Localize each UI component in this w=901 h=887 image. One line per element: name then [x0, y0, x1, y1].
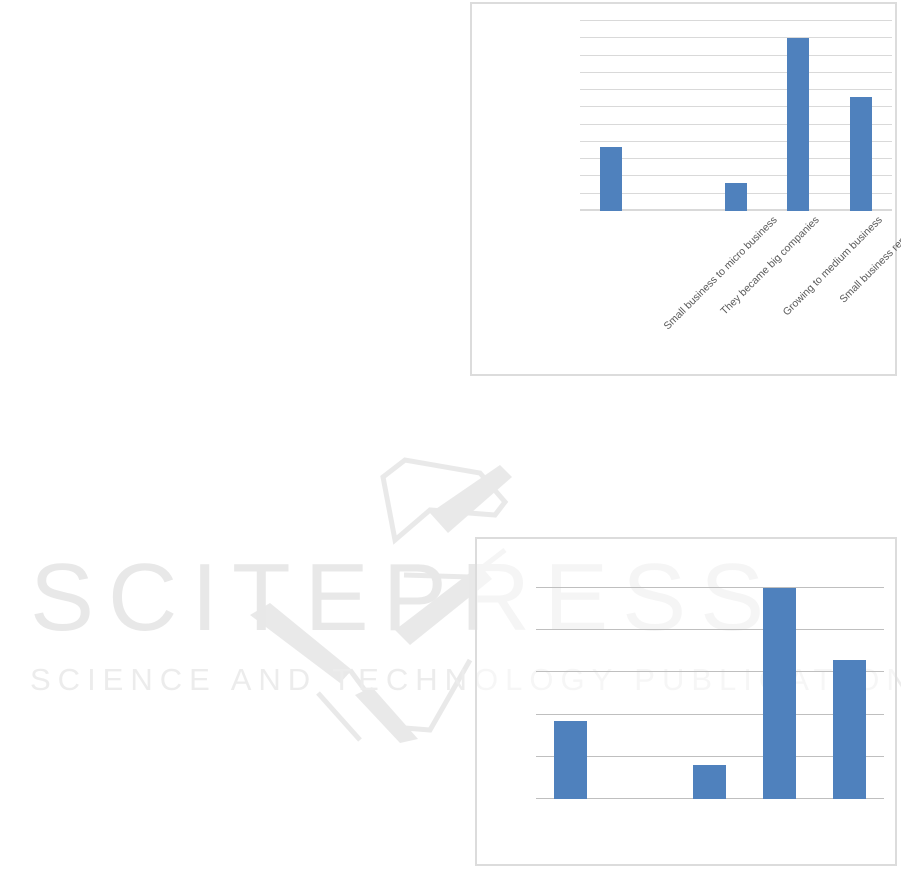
chart1-category-labels: Small business to micro business They bec…: [580, 214, 901, 374]
small-business-transition-chart: Small business to micro business They bec…: [470, 2, 901, 376]
gridline: [536, 671, 884, 673]
bar-slot: [580, 21, 642, 211]
bar-slot: [830, 21, 892, 211]
chart2-plot-area: [536, 567, 884, 799]
chart1-bars: [580, 21, 892, 211]
bar-slot: [675, 567, 745, 799]
bar-slot: [705, 21, 767, 211]
gridline: [580, 89, 892, 91]
gridline: [580, 175, 892, 177]
bar[interactable]: [787, 38, 810, 211]
gridline: [580, 20, 892, 21]
bar-slot: [642, 21, 704, 211]
gridline: [580, 140, 892, 142]
gridline: [580, 123, 892, 125]
small-business-transition-chart-cropped: [475, 537, 897, 866]
gridline: [536, 587, 884, 589]
bar-slot: [745, 567, 815, 799]
chart1-plot-area: [580, 20, 892, 211]
bar[interactable]: [832, 659, 866, 799]
bar-slot: [767, 21, 829, 211]
gridline: [580, 37, 892, 39]
bar[interactable]: [725, 183, 748, 211]
gridline: [580, 106, 892, 108]
bar[interactable]: [600, 147, 623, 211]
gridline: [536, 713, 884, 715]
bar-slot: [536, 567, 606, 799]
gridline: [536, 629, 884, 631]
bar-slot: [606, 567, 676, 799]
gridline: [580, 54, 892, 56]
chart2-bars: [536, 567, 884, 799]
bar-slot: [814, 567, 884, 799]
gridline: [536, 755, 884, 757]
gridline: [580, 71, 892, 73]
gridline: [580, 158, 892, 160]
watermark-logo-swoosh: [250, 465, 512, 743]
bar[interactable]: [763, 588, 797, 799]
bar[interactable]: [554, 720, 588, 799]
bar[interactable]: [693, 765, 727, 799]
bar[interactable]: [849, 97, 872, 211]
